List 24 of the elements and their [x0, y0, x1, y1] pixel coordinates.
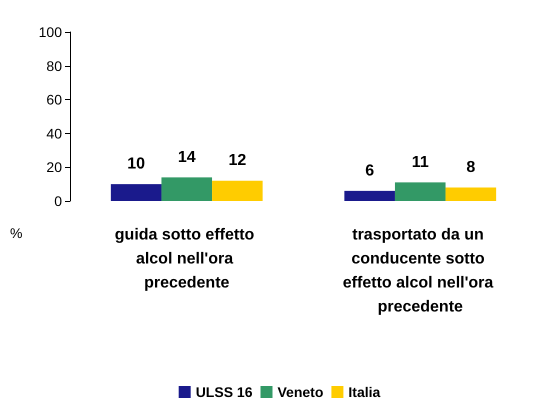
- data-label: 11: [412, 154, 429, 171]
- x-tick-label: guida sotto effetto alcol nell'ora precedente: [114, 226, 259, 292]
- legend-label: Veneto: [277, 384, 324, 400]
- y-tick-label: 20: [46, 159, 62, 176]
- y-axis-title: %: [10, 225, 22, 241]
- legend-label: ULSS 16: [196, 384, 253, 400]
- data-label: 6: [365, 162, 374, 180]
- data-label: 8: [466, 158, 476, 176]
- bar: [212, 180, 263, 201]
- bar: [394, 182, 446, 201]
- data-label: 12: [228, 152, 246, 170]
- y-tick-label: 0: [54, 193, 62, 209]
- bar: [446, 187, 496, 201]
- y-tick-label: 60: [46, 92, 62, 108]
- data-label: 14: [178, 148, 196, 166]
- bar: [161, 177, 212, 201]
- legend-label: Italia: [348, 384, 381, 400]
- bar: [110, 184, 162, 201]
- y-tick-label: 80: [46, 58, 62, 74]
- data-label: 10: [127, 156, 146, 173]
- bar: [344, 190, 395, 201]
- y-tick-label: 100: [38, 24, 62, 40]
- x-tick-label: trasportato da un conducente sotto effetto alcol nell'ora precedente: [342, 226, 498, 316]
- y-tick-label: 40: [46, 125, 62, 142]
